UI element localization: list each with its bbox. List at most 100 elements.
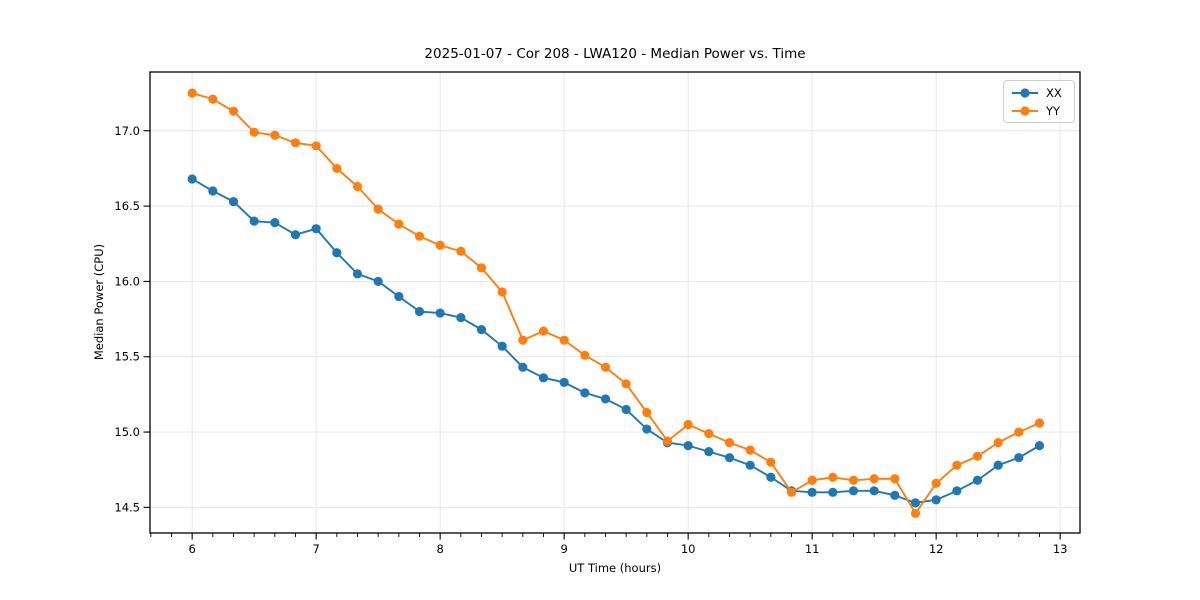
data-point-xx xyxy=(704,447,714,457)
data-point-yy xyxy=(1014,427,1024,437)
legend-sample-1 xyxy=(1012,105,1038,116)
legend: XX YY xyxy=(1003,80,1075,123)
x-tick-label: 13 xyxy=(1053,542,1068,556)
data-point-xx xyxy=(228,196,239,207)
data-point-yy xyxy=(538,326,549,336)
data-point-xx xyxy=(394,291,404,302)
data-point-yy xyxy=(931,478,941,488)
data-point-xx xyxy=(766,472,776,482)
data-point-xx xyxy=(187,174,197,184)
x-tick-label: 9 xyxy=(560,542,567,556)
data-point-xx xyxy=(621,404,631,415)
data-point-yy xyxy=(456,246,466,256)
data-point-xx xyxy=(952,486,962,496)
data-point-xx xyxy=(476,325,487,335)
chart-title: 2025-01-07 - Cor 208 - LWA120 - Median P… xyxy=(424,46,806,62)
data-point-xx xyxy=(910,498,921,508)
data-point-yy xyxy=(621,379,631,389)
data-point-yy xyxy=(290,138,301,148)
data-point-yy xyxy=(373,204,383,214)
data-point-yy xyxy=(828,472,838,482)
data-point-yy xyxy=(786,487,797,497)
data-point-xx xyxy=(538,373,549,383)
data-point-yy xyxy=(270,130,280,140)
data-point-yy xyxy=(435,240,445,250)
data-point-yy xyxy=(745,445,755,455)
y-tick-label: 15.5 xyxy=(114,350,140,364)
data-point-yy xyxy=(1034,418,1045,428)
y-tick-label: 14.5 xyxy=(114,500,140,514)
data-point-yy xyxy=(952,460,962,470)
data-point-yy xyxy=(662,436,673,446)
data-point-xx xyxy=(580,388,590,398)
y-axis-label: Median Power (CPU) xyxy=(92,243,106,361)
data-point-xx xyxy=(435,308,445,318)
data-point-yy xyxy=(332,163,342,174)
data-point-yy xyxy=(394,219,404,229)
y-tick-label: 16.5 xyxy=(114,199,140,213)
data-point-xx xyxy=(828,487,838,497)
data-point-xx xyxy=(208,186,218,196)
data-point-xx xyxy=(890,490,900,500)
data-point-yy xyxy=(559,335,569,345)
data-point-xx xyxy=(1014,453,1024,463)
data-point-yy xyxy=(993,438,1003,448)
data-point-xx xyxy=(931,495,941,505)
data-point-xx xyxy=(848,486,859,496)
x-tick-label: 11 xyxy=(805,542,820,556)
data-point-xx xyxy=(745,460,755,470)
data-point-yy xyxy=(249,127,259,137)
data-point-yy xyxy=(600,362,611,372)
data-point-yy xyxy=(208,94,218,104)
data-point-xx xyxy=(332,248,342,258)
legend-sample-0 xyxy=(1012,87,1038,98)
legend-marker-0 xyxy=(1020,87,1030,98)
data-point-yy xyxy=(890,474,900,484)
y-tick-label: 17.0 xyxy=(114,124,140,138)
data-point-yy xyxy=(910,508,921,519)
y-tick-label: 15.0 xyxy=(114,425,140,439)
x-tick-label: 6 xyxy=(188,542,195,556)
data-point-yy xyxy=(869,474,879,484)
data-point-yy xyxy=(580,350,590,360)
data-point-yy xyxy=(848,475,859,485)
x-tick-label: 12 xyxy=(929,542,944,556)
data-point-yy xyxy=(724,438,735,448)
data-point-xx xyxy=(270,218,280,228)
legend-label-yy: YY xyxy=(1046,103,1061,118)
data-point-yy xyxy=(476,263,487,273)
data-point-yy xyxy=(187,88,197,98)
x-tick-label: 8 xyxy=(436,542,443,556)
data-point-yy xyxy=(704,428,714,439)
data-point-yy xyxy=(807,475,817,485)
legend-label-xx: XX xyxy=(1046,85,1062,100)
data-point-xx xyxy=(683,441,693,451)
data-point-xx xyxy=(290,230,301,240)
data-point-xx xyxy=(497,341,507,351)
data-point-yy xyxy=(972,451,983,461)
y-tick-label: 16.0 xyxy=(114,274,140,288)
data-point-yy xyxy=(518,335,528,345)
data-point-xx xyxy=(807,487,817,497)
data-point-yy xyxy=(766,457,776,467)
data-point-yy xyxy=(228,106,239,116)
data-point-yy xyxy=(683,419,693,430)
series-line-yy xyxy=(191,92,1040,515)
data-point-xx xyxy=(600,394,611,404)
data-point-xx xyxy=(456,312,466,323)
data-point-xx xyxy=(518,362,528,372)
data-point-xx xyxy=(993,460,1003,470)
data-point-xx xyxy=(1034,441,1045,451)
x-tick-label: 10 xyxy=(681,542,696,556)
legend-marker-1 xyxy=(1020,105,1030,116)
data-point-xx xyxy=(642,424,652,434)
data-point-xx xyxy=(724,453,735,463)
data-point-xx xyxy=(972,475,983,485)
data-point-yy xyxy=(497,287,507,297)
data-point-xx xyxy=(414,306,425,317)
legend-entry-xx: XX xyxy=(1011,85,1067,101)
plot-border xyxy=(149,71,1081,534)
legend-entry-yy: YY xyxy=(1011,103,1067,119)
